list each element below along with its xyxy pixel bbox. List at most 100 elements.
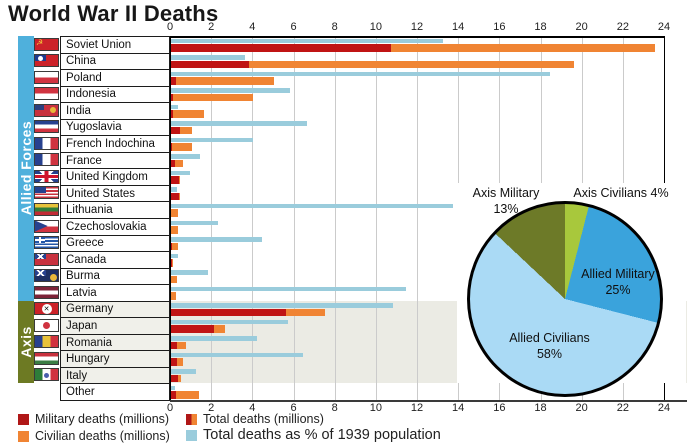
- bar-civilian-deaths: [180, 126, 192, 135]
- x-tick-label: 12: [410, 21, 424, 33]
- flag-emblem: ☭: [36, 37, 44, 47]
- bar-pct-population: [171, 237, 262, 242]
- bar-military-deaths: [171, 60, 250, 69]
- country-label: Canada: [60, 251, 170, 268]
- gridline: [293, 36, 295, 400]
- flag-canton: [35, 187, 46, 194]
- pie-slice-label: Axis Military 13%: [472, 186, 540, 217]
- bar-military-deaths: [171, 159, 176, 168]
- country-flag: [34, 351, 59, 365]
- x-tick-label: 20: [575, 21, 588, 33]
- legend-item-civilian: Civilian deaths (millions): [18, 429, 170, 443]
- bar-civilian-deaths: [176, 391, 199, 399]
- x-tick-label: 8: [331, 402, 338, 414]
- bar-civilian-deaths: [249, 60, 575, 69]
- military-swatch: [18, 413, 29, 425]
- page-title: World War II Deaths: [8, 1, 219, 26]
- bar-pct-population: [171, 369, 196, 374]
- country-flag: [34, 153, 59, 167]
- country-flag: [34, 236, 59, 250]
- bar-military-deaths: [171, 110, 174, 118]
- bar-military-deaths: [171, 308, 287, 317]
- country-label: Yugoslavia: [60, 118, 170, 136]
- allied-forces-band: Allied Forces: [18, 36, 34, 301]
- country-label: Lithuania: [60, 201, 170, 218]
- x-tick-label: 10: [369, 402, 382, 414]
- country-flag: [34, 70, 59, 84]
- x-axis-line: [170, 400, 687, 402]
- bar-pct-population: [171, 203, 453, 209]
- legend-total-label: Total deaths (millions): [203, 412, 324, 426]
- country-label: Burma: [60, 267, 170, 285]
- flag-emblem: [50, 107, 57, 114]
- pie-slice-label: Axis Civilians 4%: [573, 186, 669, 200]
- bar-pct-population: [171, 121, 307, 126]
- bar-pct-population: [171, 319, 289, 325]
- axis-band: Axis: [18, 300, 34, 384]
- country-label: Romania: [60, 333, 170, 351]
- country-flag: ✕: [34, 302, 59, 316]
- bar-civilian-deaths: [391, 44, 655, 52]
- bar-military-deaths: [171, 259, 172, 267]
- bar-military-deaths: [171, 374, 179, 383]
- x-tick-label: 6: [290, 402, 297, 414]
- x-tick-label: 8: [331, 21, 338, 33]
- country-label: Hungary: [60, 350, 170, 367]
- bar-military-deaths: [171, 242, 172, 251]
- flag-canton: [35, 237, 45, 244]
- country-label: China: [60, 52, 170, 70]
- country-flag: [34, 54, 59, 68]
- bar-military-deaths: [171, 325, 215, 333]
- country-label: United Kingdom: [60, 168, 170, 185]
- x-tick-label: 18: [534, 402, 547, 414]
- civilian-swatch: [18, 430, 29, 442]
- flag-emblem: ✕: [41, 303, 52, 314]
- pct-swatch: [186, 429, 197, 441]
- flag-triangle: [35, 220, 48, 232]
- bar-military-deaths: [171, 44, 392, 52]
- bar-pct-population: [171, 253, 178, 259]
- bar-pct-population: [171, 352, 303, 358]
- x-tick-label: 0: [166, 21, 174, 33]
- pie-slice-label: Allied Military 25%: [581, 267, 655, 298]
- country-label: French Indochina: [60, 135, 170, 152]
- country-label: France: [60, 151, 170, 169]
- legend-item-total: Total deaths (millions): [186, 412, 324, 426]
- country-flag: ☭: [34, 37, 59, 51]
- flag-canton-emblem: [38, 56, 44, 62]
- country-flag: [34, 335, 59, 349]
- bar-civilian-deaths: [178, 176, 181, 184]
- country-flag: [34, 202, 59, 216]
- country-flag: [34, 318, 59, 332]
- x-tick-label: 22: [616, 21, 629, 33]
- bar-pct-population: [171, 303, 394, 308]
- country-flag: [34, 219, 59, 233]
- flag-emblem: [44, 372, 50, 378]
- bar-civilian-deaths: [176, 77, 274, 85]
- bar-military-deaths: [171, 143, 173, 151]
- legend-item-military: Military deaths (millions): [18, 412, 169, 426]
- flag-cross: [35, 239, 45, 241]
- bar-military-deaths: [171, 93, 174, 102]
- country-flag: [34, 120, 59, 134]
- bar-pct-population: [171, 88, 291, 93]
- bar-pct-population: [171, 336, 258, 341]
- x-tick-label: 16: [493, 402, 506, 414]
- country-flag: [34, 169, 59, 183]
- flag-canton: [35, 104, 45, 111]
- country-flag: [34, 87, 59, 101]
- x-tick-label: 6: [290, 21, 297, 33]
- gridline: [375, 36, 377, 400]
- plot-border-left: [170, 36, 171, 400]
- x-tick-label: 16: [493, 21, 506, 33]
- country-flag: [34, 252, 59, 266]
- country-label: Other: [60, 383, 170, 401]
- x-tick-label: 2: [208, 402, 215, 414]
- country-label: Germany: [60, 300, 170, 318]
- country-label: Czechoslovakia: [60, 218, 170, 235]
- legend-pct-label: Total deaths as % of 1939 population: [203, 427, 441, 443]
- bar-civilian-deaths: [177, 358, 184, 366]
- x-tick-label: 20: [575, 402, 588, 414]
- country-label: Poland: [60, 69, 170, 86]
